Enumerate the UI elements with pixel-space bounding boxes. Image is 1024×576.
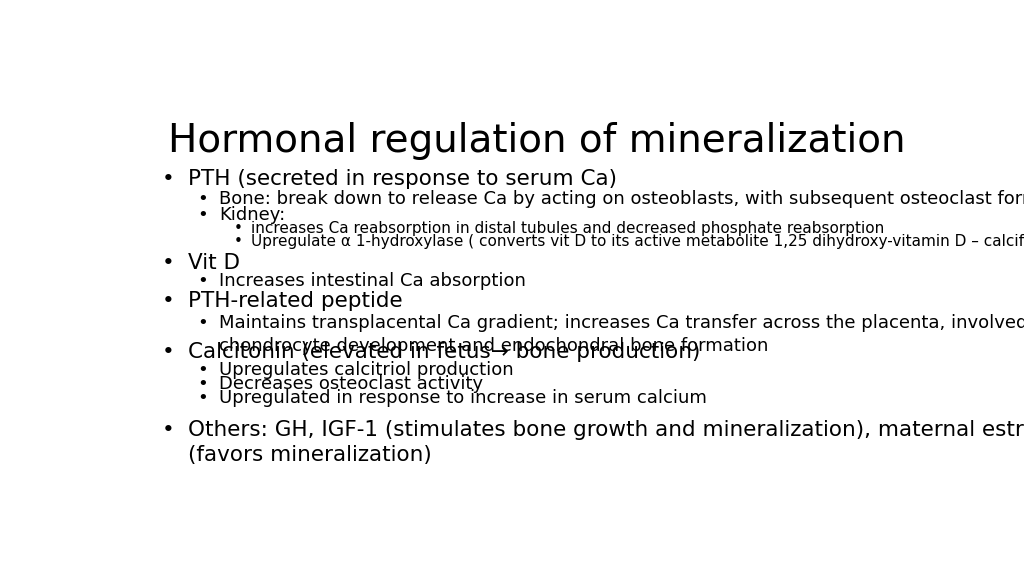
Text: PTH (secreted in response to serum Ca): PTH (secreted in response to serum Ca): [187, 169, 616, 189]
Text: Maintains transplacental Ca gradient; increases Ca transfer across the placenta,: Maintains transplacental Ca gradient; in…: [219, 314, 1024, 355]
Text: •: •: [162, 253, 175, 273]
Text: •: •: [197, 206, 208, 223]
Text: Upregulates calcitriol production: Upregulates calcitriol production: [219, 361, 514, 379]
Text: Vit D: Vit D: [187, 253, 240, 273]
Text: Increases intestinal Ca absorption: Increases intestinal Ca absorption: [219, 272, 526, 290]
Text: •: •: [233, 221, 243, 236]
Text: Upregulated in response to increase in serum calcium: Upregulated in response to increase in s…: [219, 389, 708, 407]
Text: •: •: [162, 419, 175, 439]
Text: •: •: [162, 169, 175, 189]
Text: PTH-related peptide: PTH-related peptide: [187, 291, 402, 311]
Text: •: •: [197, 272, 208, 290]
Text: Others: GH, IGF-1 (stimulates bone growth and mineralization), maternal estrogen: Others: GH, IGF-1 (stimulates bone growt…: [187, 419, 1024, 465]
Text: Bone: break down to release Ca by acting on osteoblasts, with subsequent osteocl: Bone: break down to release Ca by acting…: [219, 190, 1024, 208]
Text: •: •: [233, 234, 243, 249]
Text: •: •: [197, 361, 208, 379]
Text: Decreases osteoclast activity: Decreases osteoclast activity: [219, 375, 483, 393]
Text: •: •: [162, 342, 175, 362]
Text: •: •: [197, 190, 208, 208]
Text: Upregulate α 1-hydroxylase ( converts vit D to its active metabolite 1,25 dihydr: Upregulate α 1-hydroxylase ( converts vi…: [251, 234, 1024, 249]
Text: Hormonal regulation of mineralization: Hormonal regulation of mineralization: [168, 122, 905, 160]
Text: •: •: [162, 291, 175, 311]
Text: •: •: [197, 389, 208, 407]
Text: •: •: [197, 314, 208, 332]
Text: Calcitonin (elevated in fetus→ bone production): Calcitonin (elevated in fetus→ bone prod…: [187, 342, 699, 362]
Text: •: •: [197, 375, 208, 393]
Text: Kidney:: Kidney:: [219, 206, 286, 223]
Text: increases Ca reabsorption in distal tubules and decreased phosphate reabsorption: increases Ca reabsorption in distal tubu…: [251, 221, 885, 236]
